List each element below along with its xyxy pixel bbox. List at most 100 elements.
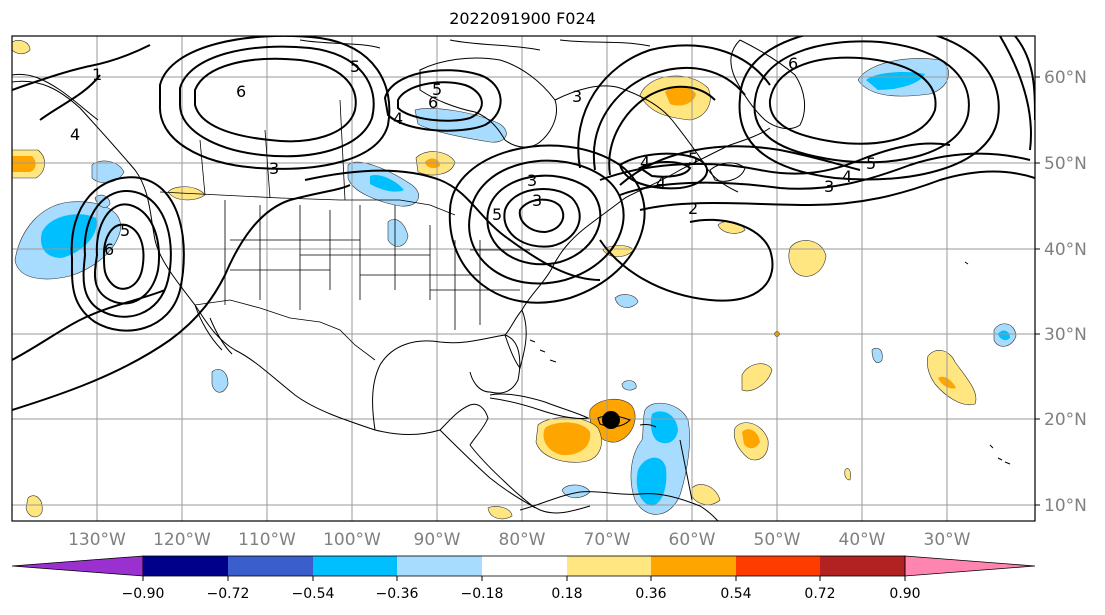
contour-ne-low-3 — [486, 174, 602, 266]
contour-label: 5 — [866, 154, 876, 173]
negative-core-pacific — [40, 214, 97, 258]
contour-label: 4 — [842, 167, 852, 186]
coast-greenland — [730, 39, 806, 130]
coast-mexico-baja — [194, 304, 233, 355]
colorbar-tick-label: 0.54 — [720, 586, 751, 602]
contour-label: 6 — [788, 54, 798, 73]
lon-label: 60°W — [669, 530, 716, 550]
contour-labrador-closed — [618, 152, 708, 190]
coast-lesser-antilles — [679, 439, 693, 501]
colorbar-segment — [313, 556, 397, 576]
coast-cuba — [489, 393, 590, 419]
colorbar-tick-label: −0.90 — [122, 586, 165, 602]
lat-label: 50°N — [1044, 154, 1087, 174]
contour-trough-east-pacific-4 — [102, 223, 145, 290]
lon-label: 50°W — [754, 530, 801, 550]
border-us-mexico — [194, 299, 376, 361]
lon-label: 70°W — [584, 530, 631, 550]
contour-label: 6 — [236, 82, 246, 101]
border-us-canada — [159, 191, 456, 216]
coast-east-coast — [521, 127, 771, 311]
positive-area-atl-far-east — [926, 350, 977, 406]
contour-nw-line-2 — [39, 74, 101, 121]
contour-atl-band-1 — [599, 142, 951, 181]
contour-ne-low-2 — [503, 187, 581, 248]
lat-label: 30°N — [1044, 325, 1087, 345]
contour-pac-line-2 — [12, 289, 166, 361]
contour-greenland-high-1 — [768, 56, 937, 145]
positive-area-atl-east1 — [741, 363, 773, 392]
contour-label: 2 — [688, 199, 698, 218]
coast-puerto-rico — [639, 424, 657, 428]
contour-label: 6 — [104, 240, 114, 259]
positive-area-pacific-sw — [25, 495, 43, 518]
colorbar-tick-label: 0.18 — [551, 586, 582, 602]
colorbar-segment — [567, 556, 651, 576]
contour-atl-band-3 — [639, 170, 1035, 211]
contour-ne-low-1 — [518, 198, 565, 234]
contour-label: 3 — [824, 177, 834, 196]
contour-ne-low-4 — [468, 159, 625, 285]
coast-yucatan — [439, 403, 489, 446]
contour-label: 4 — [640, 153, 650, 172]
contour-trough-east-pacific-2 — [82, 189, 172, 318]
colorbar-segment — [143, 556, 228, 576]
colorbar-extend-high — [904, 555, 1036, 577]
contour-greenland-high-3 — [738, 36, 1000, 181]
lat-label: 60°N — [1044, 68, 1087, 88]
negative-core-atl-east-edge — [998, 330, 1010, 341]
lat-ticks — [1035, 76, 1040, 506]
contour-labrador-ridge-3 — [577, 44, 771, 169]
colorbar-segment — [736, 556, 820, 576]
contour-label: 5 — [120, 221, 130, 240]
contour-low-quebec-1 — [397, 81, 483, 122]
contour-trough-east-pacific-1 — [93, 203, 161, 305]
canada-province-borders — [199, 99, 346, 201]
positive-area-guyana — [691, 484, 721, 505]
contour-label: 6 — [428, 93, 438, 112]
contour-label: 5 — [688, 149, 698, 168]
contour-labels: 1 6 5 5 4 3 3 3 4 5 5 6 4 6 2 3 4 5 6 3 … — [70, 54, 876, 259]
positive-area-small-atl — [844, 468, 851, 481]
contour-labrador-ridge-1 — [608, 85, 716, 176]
map-plot-area: 1 6 5 5 4 3 3 3 4 5 5 6 4 6 2 3 4 5 6 3 … — [12, 36, 1035, 521]
contour-label: 5 — [492, 205, 502, 224]
lon-label: 30°W — [924, 530, 971, 550]
contour-label: 1 — [92, 65, 102, 84]
graticule — [12, 36, 1035, 521]
lon-label: 90°W — [414, 530, 461, 550]
contour-hudson-ridge-3 — [158, 36, 391, 170]
contour-label: 5 — [350, 57, 360, 76]
contour-hudson-ridge-2 — [179, 45, 375, 158]
lon-label: 120°W — [153, 530, 211, 550]
positive-area-panama — [487, 506, 513, 520]
contour-label: 3 — [572, 87, 582, 106]
colorbar-tick-label: 0.36 — [635, 586, 666, 602]
contour-east-us-1 — [304, 169, 601, 281]
lon-label: 80°W — [499, 530, 546, 550]
lat-label: 10°N — [1044, 496, 1087, 516]
colorbar-tick-label: −0.36 — [376, 586, 419, 602]
positive-area-nw-corner — [12, 40, 31, 55]
colorbar-extend-low — [11, 555, 144, 577]
lon-labels: 130°W 120°W 110°W 100°W 90°W 80°W 70°W 6… — [68, 530, 971, 550]
coast-caribbean-islands — [964, 261, 1011, 465]
contour-atl-band-2 — [619, 152, 1031, 196]
coast-florida — [504, 309, 527, 370]
contour-label: 3 — [527, 171, 537, 190]
negative-area-iowa — [387, 219, 409, 247]
contour-label: 3 — [532, 191, 542, 210]
contour-nw-line — [12, 44, 151, 91]
lon-label: 110°W — [238, 530, 296, 550]
positive-core-atl-east2 — [742, 429, 760, 449]
map-background — [12, 36, 1035, 521]
colorbar-segment — [397, 556, 482, 576]
lat-labels: 60°N 50°N 40°N 30°N 20°N 10°N — [1044, 68, 1087, 516]
map-title: 2022091900 F024 — [449, 9, 596, 28]
contour-low-quebec-2 — [383, 69, 502, 132]
colorbar-tick-label: 0.72 — [804, 586, 835, 602]
colorbar-segment — [482, 556, 567, 576]
coast-central-america — [469, 444, 536, 509]
negative-area-atl-small — [871, 347, 883, 363]
